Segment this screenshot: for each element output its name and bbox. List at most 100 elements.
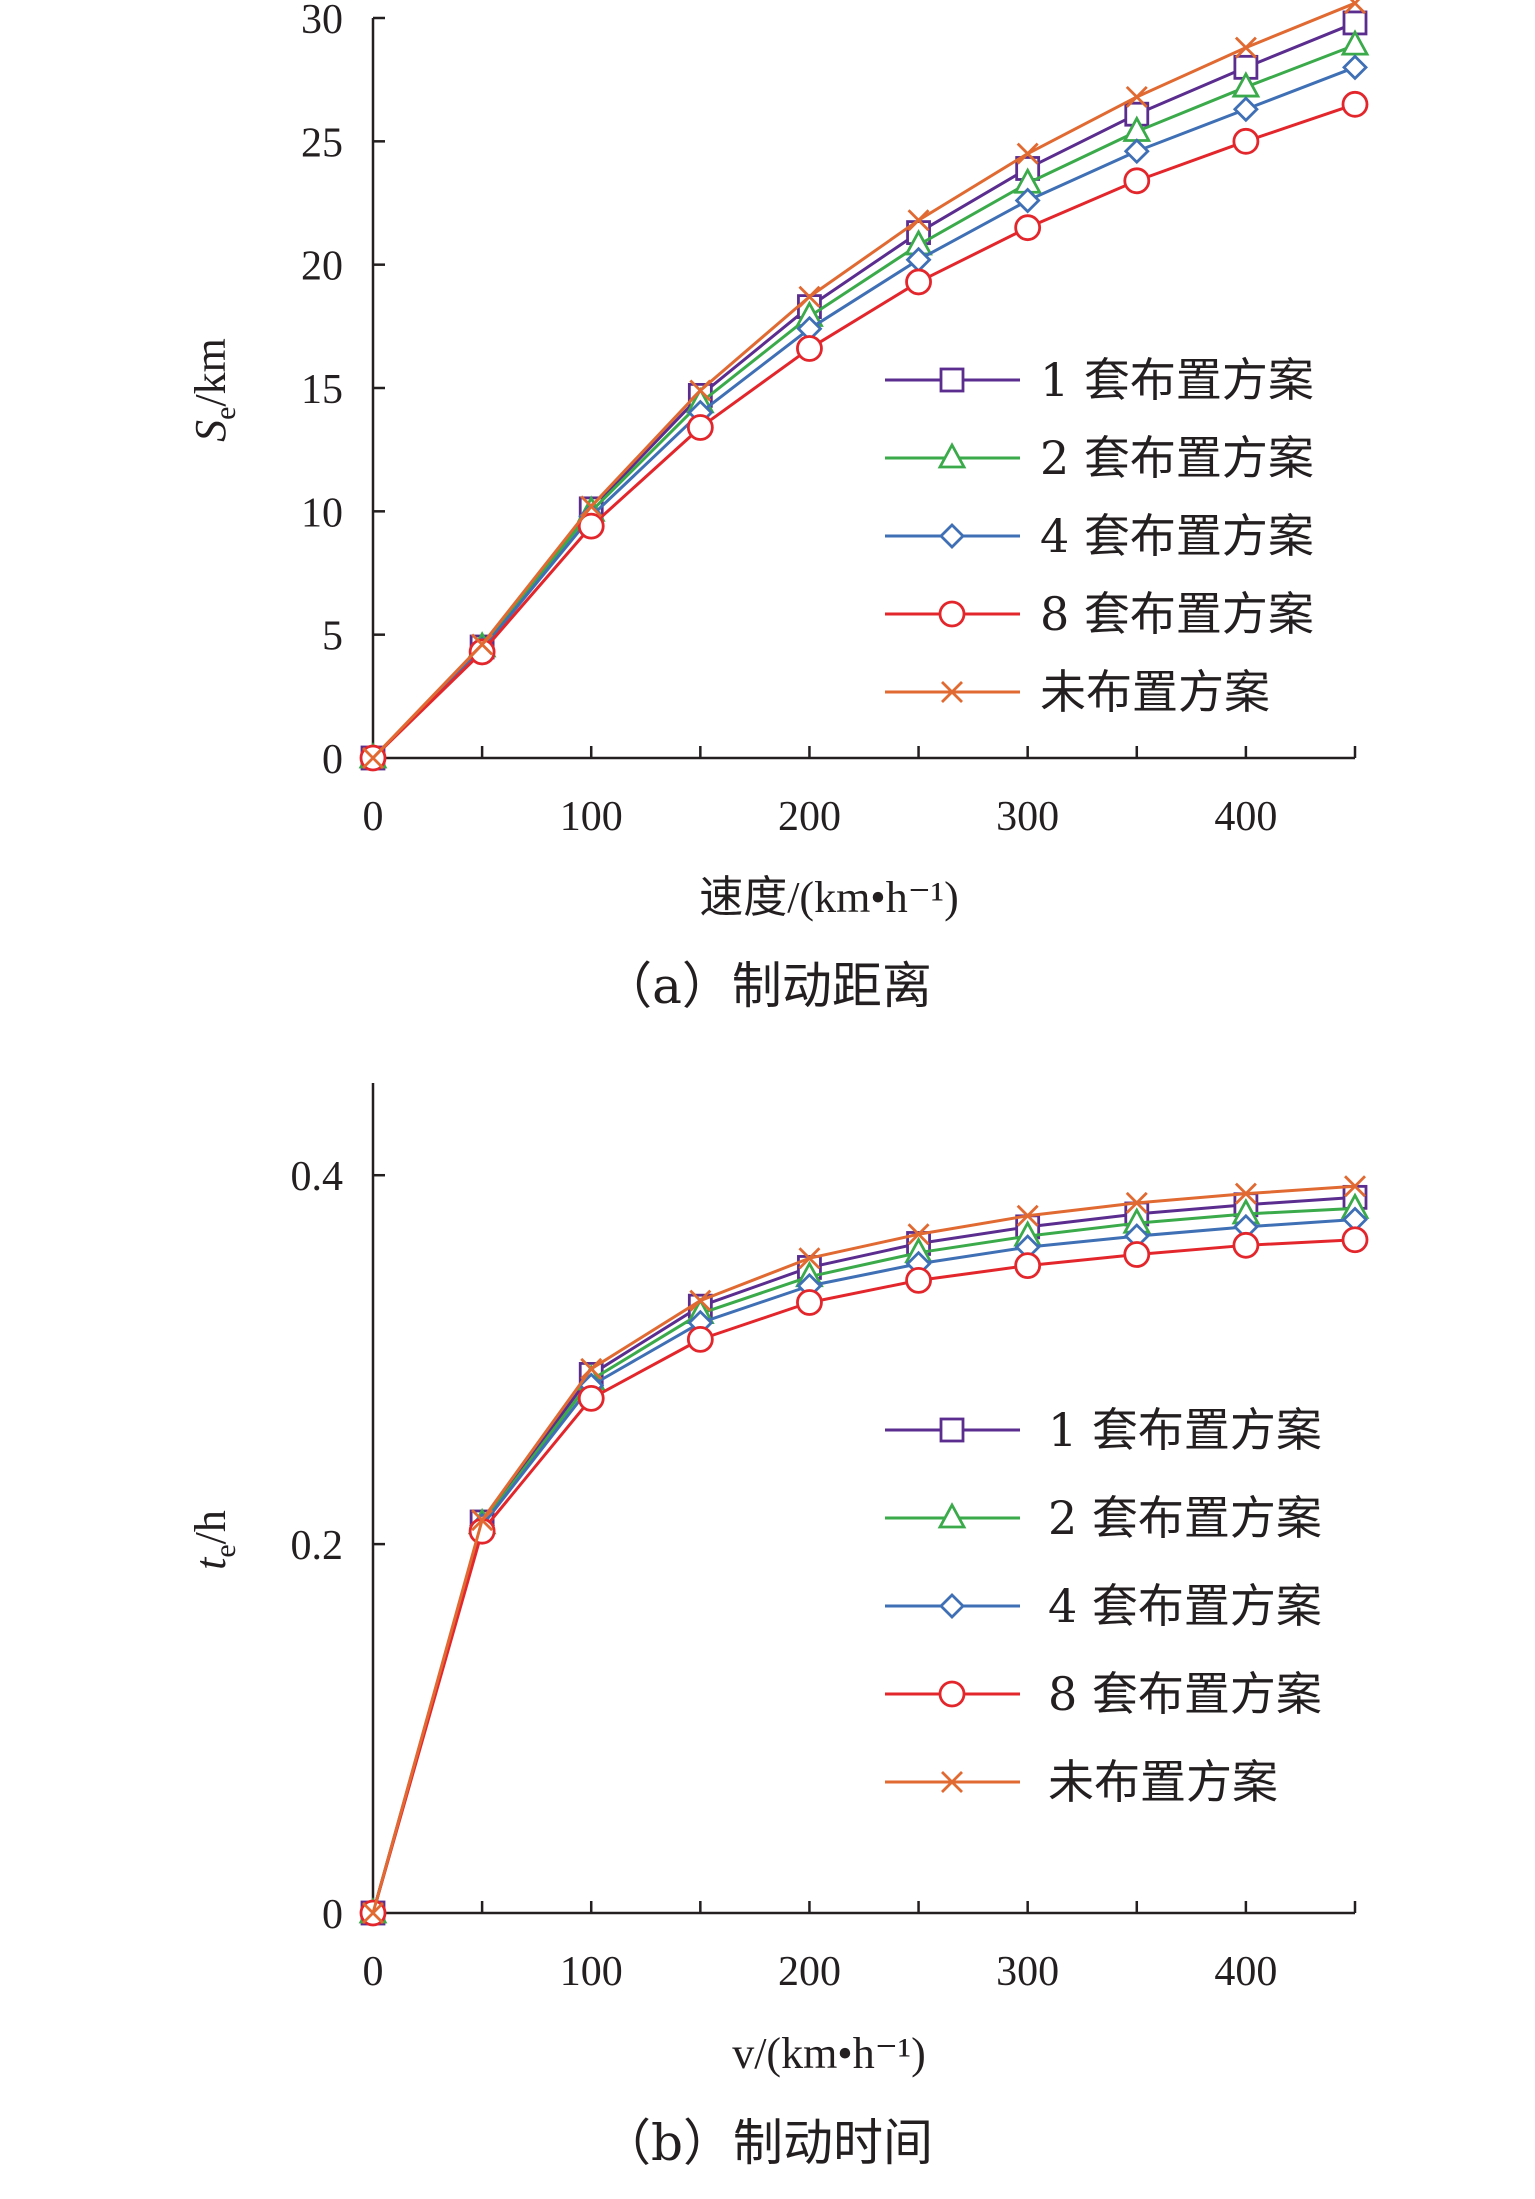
chart-caption: （a）制动距离	[602, 957, 932, 1015]
y-tick-label: 15	[301, 367, 343, 413]
data-point	[907, 209, 930, 232]
legend-label: 未布置方案	[1048, 1755, 1278, 1809]
data-point	[580, 1357, 603, 1380]
data-point	[1344, 0, 1366, 15]
data-point	[1342, 54, 1368, 81]
y-tick-label: 30	[301, 0, 343, 43]
legend-item: 8 套布置方案	[885, 1667, 1322, 1721]
legend-label: 2 套布置方案	[1048, 1491, 1322, 1545]
x-tick-label: 100	[560, 1949, 623, 1995]
data-point	[580, 495, 603, 518]
series-line	[371, 1184, 1356, 1914]
data-point	[905, 1266, 932, 1294]
data-point	[798, 285, 821, 308]
legend-label: 未布置方案	[1040, 665, 1270, 719]
legend-item: 1 套布置方案	[885, 353, 1314, 407]
data-point	[1232, 96, 1259, 123]
y-axis-label: te/h	[186, 1510, 242, 1570]
data-point	[1341, 90, 1369, 118]
legend-item: 8 套布置方案	[885, 587, 1314, 641]
legend-marker	[939, 367, 965, 393]
series-none	[362, 1175, 1366, 1924]
series-s4	[360, 1206, 1368, 1926]
series-none	[362, 0, 1366, 769]
series-line	[371, 65, 1356, 760]
data-point	[689, 379, 712, 402]
series-s8	[359, 90, 1369, 772]
data-point	[796, 1289, 823, 1316]
data-point	[468, 638, 496, 666]
data-point	[1231, 71, 1261, 98]
series-line	[371, 1238, 1356, 1914]
data-point	[1016, 1204, 1039, 1227]
legend-label: 8 套布置方案	[1048, 1667, 1322, 1721]
series-line	[371, 1195, 1356, 1914]
legend-item: 4 套布置方案	[885, 1579, 1322, 1633]
y-tick-label: 5	[322, 614, 343, 660]
data-point	[1123, 1241, 1151, 1268]
data-point	[1341, 1226, 1369, 1254]
legend-item: 1 套布置方案	[885, 1403, 1322, 1457]
data-point	[907, 1223, 930, 1246]
series-line	[371, 1206, 1356, 1914]
x-tick-label: 100	[560, 794, 623, 840]
y-tick-label: 0	[322, 1892, 343, 1938]
x-axis-label: v/(km•h⁻¹)	[732, 2029, 926, 2078]
data-point	[577, 512, 605, 540]
x-tick-label: 0	[363, 794, 384, 840]
legend-marker	[939, 1593, 965, 1619]
data-point	[471, 633, 494, 656]
data-point	[1340, 29, 1370, 56]
data-point	[798, 1247, 821, 1270]
legend-label: 1 套布置方案	[1040, 353, 1314, 407]
y-tick-label: 20	[301, 244, 343, 290]
series-line	[371, 1217, 1356, 1914]
data-point	[1125, 85, 1148, 108]
data-point	[1014, 1252, 1042, 1279]
data-point	[686, 414, 714, 441]
series-s1	[360, 1184, 1368, 1926]
data-point	[1123, 167, 1151, 195]
legend-marker	[939, 523, 965, 549]
x-tick-label: 200	[778, 1949, 841, 1995]
data-point	[471, 1509, 494, 1532]
series-line	[371, 1, 1356, 760]
legend-label: 2 套布置方案	[1040, 431, 1314, 485]
legend-marker	[937, 1502, 967, 1529]
data-point	[362, 747, 384, 769]
y-tick-label: 0.2	[291, 1523, 344, 1569]
data-point	[1123, 138, 1150, 165]
data-point	[689, 1289, 712, 1312]
legend-marker	[937, 442, 967, 469]
series-line	[371, 43, 1356, 760]
legend-label: 1 套布置方案	[1048, 1403, 1322, 1457]
data-point	[905, 268, 932, 296]
legend-marker	[939, 1417, 965, 1443]
data-point	[1014, 214, 1042, 242]
data-point	[577, 1385, 605, 1412]
y-tick-label: 0.4	[291, 1154, 344, 1200]
data-point	[1125, 1191, 1148, 1214]
series-s2	[358, 1192, 1370, 1924]
x-tick-label: 200	[778, 794, 841, 840]
x-tick-label: 400	[1214, 794, 1277, 840]
data-point	[796, 335, 823, 362]
legend-marker	[941, 1771, 963, 1793]
x-axis-label: 速度/(km•h⁻¹)	[699, 873, 959, 922]
x-tick-label: 400	[1214, 1949, 1277, 1995]
legend-item: 未布置方案	[885, 1755, 1278, 1809]
data-point	[1344, 1175, 1366, 1198]
legend-label: 4 套布置方案	[1048, 1579, 1322, 1633]
y-tick-label: 25	[301, 120, 343, 166]
data-point	[1234, 36, 1257, 59]
data-point	[1232, 1231, 1260, 1259]
data-point	[686, 1325, 714, 1353]
data-point	[1016, 142, 1039, 165]
chart-panel-b: 0 0.2 0.4 0 100 200 300 400 1 套布置方案 2 套布置方案 4 套布置方…	[186, 1083, 1370, 2172]
legend-item: 2 套布置方案	[885, 431, 1314, 485]
x-tick-label: 300	[996, 1949, 1059, 1995]
legend-item: 未布置方案	[885, 665, 1270, 719]
